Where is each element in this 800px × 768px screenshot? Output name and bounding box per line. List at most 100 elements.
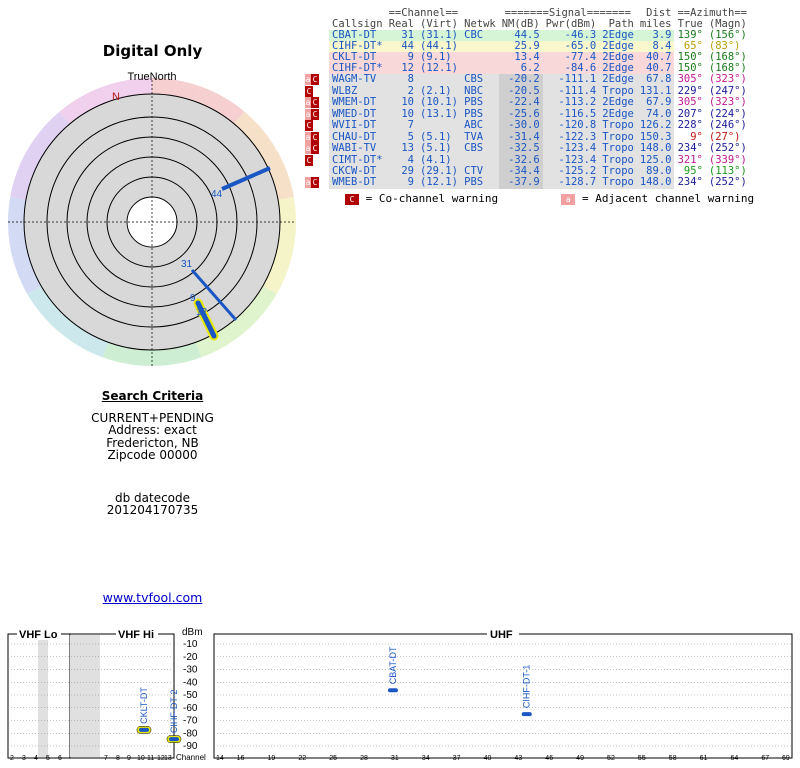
cell-real: 31 <box>385 30 417 41</box>
cell-nm: -32.5 <box>498 143 543 155</box>
cell-netwk <box>461 41 499 52</box>
cell-true: 150° <box>677 51 703 63</box>
cell-miles: 148.0 <box>636 143 675 155</box>
criteria-heading: Search Criteria <box>101 389 204 403</box>
col-real: Real <box>388 18 414 30</box>
col-true: True <box>677 18 703 30</box>
dbm-tick: -40 <box>183 677 198 688</box>
cell-miles: 125.0 <box>636 154 675 166</box>
vhf-lo-title: VHF Lo <box>19 629 58 641</box>
station-row[interactable]: a C WABI-TV 13 (5.1) CBS -32.5 -123.4 Tropo 148.0… <box>305 143 750 155</box>
station-table-wrap: ==Channel== =======Signal======= Dist ==… <box>305 8 800 189</box>
station-row[interactable]: a C WMED-DT 10 (13.1) PBS -25.6 -116.5 2Edge 74.0… <box>305 107 750 120</box>
cell-miles: 67.9 <box>636 97 675 109</box>
station-row[interactable]: CKCW-DT 29 (29.1) CTV -34.4 -125.2 Tropo 89.0 95… <box>305 166 750 177</box>
cell-magn: (246°) <box>708 119 747 132</box>
dbm-tick: -20 <box>183 652 198 663</box>
cell-callsign: WLBZ <box>329 85 386 97</box>
cell-true: 229° <box>677 84 703 97</box>
cell-virt: (9.1) <box>417 52 462 63</box>
warning-legend: C = Co-channel warning a = Adjacent chan… <box>345 192 754 205</box>
vhf-lo-gap <box>38 635 48 757</box>
station-row[interactable]: a C WAGM-TV 8 CBS -20.2 -111.1 2Edge 67.8 305° (32… <box>305 74 750 86</box>
station-bar <box>139 727 149 732</box>
cell-callsign: WMED-DT <box>329 108 386 120</box>
channel-tick: 5 <box>46 755 50 762</box>
station-row[interactable]: CIHF-DT* 44 (44.1) 25.9 -65.0 2Edge 8.4 65° (83°… <box>305 41 750 52</box>
cell-nm: -20.5 <box>498 85 543 97</box>
channel-tick: 31 <box>391 755 399 762</box>
channel-tick: 64 <box>731 755 739 762</box>
channel-tick: 13 <box>164 755 172 762</box>
station-row[interactable]: C WLBZ 2 (2.1) NBC -20.5 -111.4 Tropo 131.1 229° (… <box>305 84 750 97</box>
db-datecode-label: db datecode <box>114 490 191 505</box>
cell-miles: 150.3 <box>636 131 675 143</box>
adjacent-channel-warning-icon: a <box>561 193 576 205</box>
cell-pwr: -122.3 <box>542 131 600 143</box>
cell-pwr: -123.4 <box>542 143 600 155</box>
channel-tick: 3 <box>22 755 26 762</box>
station-row[interactable]: a C WMEM-DT 10 (10.1) PBS -22.4 -113.2 2Edge 67.9… <box>305 97 750 109</box>
cell-virt: (5.1) <box>417 131 462 143</box>
cell-virt: (12.1) <box>417 63 462 74</box>
station-row[interactable]: C CIMT-DT* 4 (4.1) -32.6 -123.4 Tropo 125.0 321°… <box>305 154 750 166</box>
cell-path: Tropo <box>599 166 637 177</box>
station-label: CKLT-DT <box>139 687 149 724</box>
col-callsign: Callsign <box>332 18 383 30</box>
cell-pwr: -77.4 <box>542 52 600 63</box>
cell-path: Tropo <box>599 143 637 155</box>
station-row[interactable]: CKLT-DT 9 (9.1) 13.4 -77.4 2Edge 40.7 150° (168°… <box>305 52 750 63</box>
station-row[interactable]: CIHF-DT* 12 (12.1) 6.2 -84.6 2Edge 40.7 150° (16… <box>305 63 750 74</box>
co-channel-warning-icon: C <box>305 154 313 166</box>
cell-miles: 40.7 <box>636 63 675 74</box>
channel-tick: 8 <box>116 755 120 762</box>
warning-cell <box>305 30 329 41</box>
cell-pwr: -125.2 <box>542 166 600 177</box>
cell-nm: 25.9 <box>498 41 543 52</box>
co-channel-warning-icon: C <box>311 74 319 85</box>
cell-virt: (13.1) <box>417 108 462 120</box>
cell-nm: -20.2 <box>498 74 543 86</box>
channel-tick: 4 <box>34 755 38 762</box>
channel-tick: 40 <box>484 755 492 762</box>
cell-magn: (224°) <box>708 107 747 120</box>
co-channel-warning-icon: C <box>345 193 359 205</box>
cell-miles: 148.0 <box>636 177 675 189</box>
cell-magn: (156°) <box>708 29 747 41</box>
adjacent-warning-icon: a <box>305 143 311 154</box>
cell-real: 29 <box>385 166 417 177</box>
cell-callsign: WAGM-TV <box>329 74 386 86</box>
website-link[interactable]: www.tvfool.com <box>102 590 203 605</box>
cell-real: 8 <box>385 74 417 86</box>
cell-pwr: -111.4 <box>542 85 600 97</box>
cell-miles: 67.8 <box>636 74 675 86</box>
cell-virt <box>417 120 462 132</box>
cell-magn: (168°) <box>708 62 747 74</box>
channel-tick: 43 <box>514 755 522 762</box>
cell-miles: 126.2 <box>636 120 675 132</box>
ray-12 <box>195 300 217 339</box>
cell-nm: 44.5 <box>498 30 543 41</box>
criteria-line: Zipcode 00000 <box>107 448 198 462</box>
cell-miles: 131.1 <box>636 85 675 97</box>
cell-netwk: PBS <box>461 108 499 120</box>
db-datecode-value: 201204170735 <box>106 503 199 517</box>
polar-title: Digital Only <box>102 42 203 60</box>
station-row[interactable]: a C CHAU-DT 5 (5.1) TVA -31.4 -122.3 Tropo 150.3 9… <box>305 131 750 143</box>
channel-tick: 28 <box>360 755 368 762</box>
cell-path: 2Edge <box>599 30 637 41</box>
station-row[interactable]: C WVII-DT 7 ABC -30.0 -120.8 Tropo 126.2 228° (24… <box>305 120 750 132</box>
cell-path: 2Edge <box>599 41 637 52</box>
station-row[interactable]: a C WMEB-DT 9 (12.1) PBS -37.9 -128.7 Tropo 148.0… <box>305 177 750 189</box>
station-row[interactable]: CBAT-DT 31 (31.1) CBC 44.5 -46.3 2Edge 3.9 139° (… <box>305 30 750 41</box>
cell-real: 5 <box>385 131 417 143</box>
group-header-channel: ==Channel== <box>388 7 459 19</box>
dbm-tick: -30 <box>183 665 198 676</box>
cell-magn: (252°) <box>708 176 747 189</box>
ray-label-12: 12 <box>196 307 208 318</box>
col-virt: (Virt) <box>420 18 458 30</box>
station-bar <box>521 712 532 717</box>
